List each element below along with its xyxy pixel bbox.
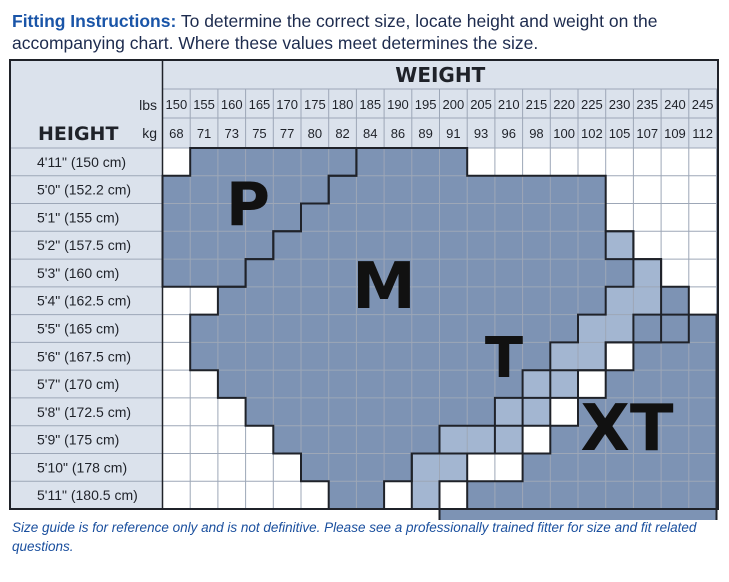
lbs-tick: 200 xyxy=(442,97,464,112)
lbs-tick: 215 xyxy=(526,97,548,112)
fitting-instructions-lead: Fitting Instructions: xyxy=(12,11,177,31)
lbs-tick: 190 xyxy=(387,97,409,112)
height-row-label: 5'9" (175 cm) xyxy=(37,432,119,448)
height-row-label: 5'8" (172.5 cm) xyxy=(37,404,131,420)
weight-header: WEIGHT xyxy=(395,63,485,87)
lbs-tick: 170 xyxy=(276,97,298,112)
lbs-tick: 245 xyxy=(692,97,714,112)
disclaimer-note: Size guide is for reference only and is … xyxy=(12,520,697,554)
kg-tick: 105 xyxy=(609,126,631,141)
kg-tick: 107 xyxy=(636,126,658,141)
height-row-label: 5'5" (165 cm) xyxy=(37,321,119,337)
size-region-p xyxy=(162,259,246,288)
kg-tick: 100 xyxy=(553,126,575,141)
size-region-t xyxy=(411,481,440,510)
kg-tick: 80 xyxy=(308,126,322,141)
lbs-tick: 205 xyxy=(470,97,492,112)
size-label-t: T xyxy=(485,326,523,391)
lbs-tick: 240 xyxy=(664,97,686,112)
size-label-m: M xyxy=(352,250,416,324)
height-row-label: 4'11" (150 cm) xyxy=(37,154,126,170)
height-row-label: 5'10" (178 cm) xyxy=(37,459,127,475)
kg-tick: 98 xyxy=(529,126,543,141)
kg-tick: 93 xyxy=(474,126,488,141)
size-region-t xyxy=(605,231,634,260)
size-chart: WEIGHT HEIGHT lbs kg 150 155 160 165 170 175 180 18… xyxy=(9,59,719,520)
lbs-tick: 225 xyxy=(581,97,603,112)
size-region-xt xyxy=(439,509,717,520)
size-region-m xyxy=(245,259,662,288)
kg-tick: 109 xyxy=(664,126,686,141)
lbs-tick: 195 xyxy=(415,97,437,112)
lbs-tick: 235 xyxy=(636,97,658,112)
lbs-tick: 220 xyxy=(553,97,575,112)
height-row-label: 5'11" (180.5 cm) xyxy=(37,487,138,503)
size-region-m xyxy=(273,231,634,260)
size-region-m xyxy=(190,342,606,371)
kg-tick: 96 xyxy=(502,126,516,141)
kg-tick: 75 xyxy=(252,126,266,141)
lbs-label: lbs xyxy=(139,97,157,113)
kg-tick: 71 xyxy=(197,126,211,141)
lbs-tick: 155 xyxy=(193,97,215,112)
kg-tick: 84 xyxy=(363,126,377,141)
fitting-instructions: Fitting Instructions: To determine the c… xyxy=(12,10,724,54)
kg-label: kg xyxy=(142,125,157,141)
size-region-xt xyxy=(633,342,717,371)
lbs-tick: 180 xyxy=(332,97,354,112)
lbs-tick: 175 xyxy=(304,97,326,112)
size-region-t xyxy=(439,425,523,454)
height-row-label: 5'6" (167.5 cm) xyxy=(37,348,131,364)
size-outline-xt xyxy=(438,313,718,520)
lbs-tick: 210 xyxy=(498,97,520,112)
lbs-tick: 160 xyxy=(221,97,243,112)
size-region-t xyxy=(633,259,662,288)
kg-tick: 91 xyxy=(446,126,460,141)
size-region-p xyxy=(162,203,301,232)
size-outline-m xyxy=(189,147,690,510)
size-label-p: P xyxy=(226,170,270,240)
lbs-tick: 230 xyxy=(609,97,631,112)
height-row-label: 5'3" (160 cm) xyxy=(37,265,119,281)
kg-tick: 82 xyxy=(335,126,349,141)
lbs-tick: 185 xyxy=(359,97,381,112)
size-label-xt: XT xyxy=(581,392,674,466)
kg-tick: 112 xyxy=(692,126,713,141)
height-row-label: 5'7" (170 cm) xyxy=(37,376,119,392)
height-row-label: 5'2" (157.5 cm) xyxy=(37,237,131,253)
size-region-xt xyxy=(467,481,717,510)
kg-tick: 102 xyxy=(581,126,603,141)
lbs-tick: 150 xyxy=(165,97,187,112)
height-row-label: 5'1" (155 cm) xyxy=(37,209,119,225)
size-region-xt xyxy=(522,453,717,482)
chart-border xyxy=(9,59,719,510)
height-header: HEIGHT xyxy=(38,123,118,145)
kg-tick: 89 xyxy=(418,126,432,141)
height-row-label: 5'4" (162.5 cm) xyxy=(37,293,131,309)
lbs-tick: 165 xyxy=(249,97,271,112)
fitting-instructions-text: To determine the correct size, locate he… xyxy=(12,11,658,53)
kg-tick: 77 xyxy=(280,126,294,141)
kg-tick: 86 xyxy=(391,126,405,141)
kg-tick: 68 xyxy=(169,126,183,141)
kg-tick: 73 xyxy=(225,126,239,141)
size-region-xt xyxy=(578,397,717,426)
size-region-m xyxy=(301,203,606,232)
height-row-label: 5'0" (152.2 cm) xyxy=(37,182,131,198)
